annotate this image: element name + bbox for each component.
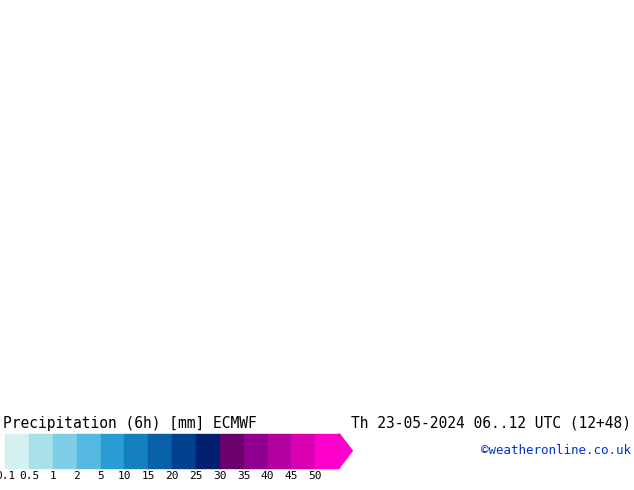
Bar	[220, 434, 243, 468]
Bar	[29, 434, 53, 468]
Bar	[53, 434, 77, 468]
Polygon shape	[339, 434, 353, 468]
Text: ©weatheronline.co.uk: ©weatheronline.co.uk	[481, 444, 631, 457]
Text: 35: 35	[237, 471, 250, 481]
Bar	[315, 434, 339, 468]
Text: 15: 15	[141, 471, 155, 481]
Text: 40: 40	[261, 471, 275, 481]
Bar	[148, 434, 172, 468]
Text: 1: 1	[49, 471, 56, 481]
Bar	[243, 434, 268, 468]
Text: Th 23-05-2024 06..12 UTC (12+48): Th 23-05-2024 06..12 UTC (12+48)	[351, 416, 631, 431]
Bar	[101, 434, 124, 468]
Bar	[77, 434, 101, 468]
Text: 20: 20	[165, 471, 179, 481]
Bar	[5, 434, 29, 468]
Text: 30: 30	[213, 471, 226, 481]
Text: 10: 10	[118, 471, 131, 481]
Text: 5: 5	[97, 471, 104, 481]
Bar	[268, 434, 292, 468]
Text: 45: 45	[285, 471, 298, 481]
Bar	[292, 434, 315, 468]
Text: 50: 50	[309, 471, 322, 481]
Text: 0.1: 0.1	[0, 471, 15, 481]
Text: 0.5: 0.5	[19, 471, 39, 481]
Bar	[172, 434, 196, 468]
Text: Precipitation (6h) [mm] ECMWF: Precipitation (6h) [mm] ECMWF	[3, 416, 257, 431]
Text: 2: 2	[74, 471, 80, 481]
Bar	[196, 434, 220, 468]
Bar	[124, 434, 148, 468]
Text: 25: 25	[189, 471, 203, 481]
